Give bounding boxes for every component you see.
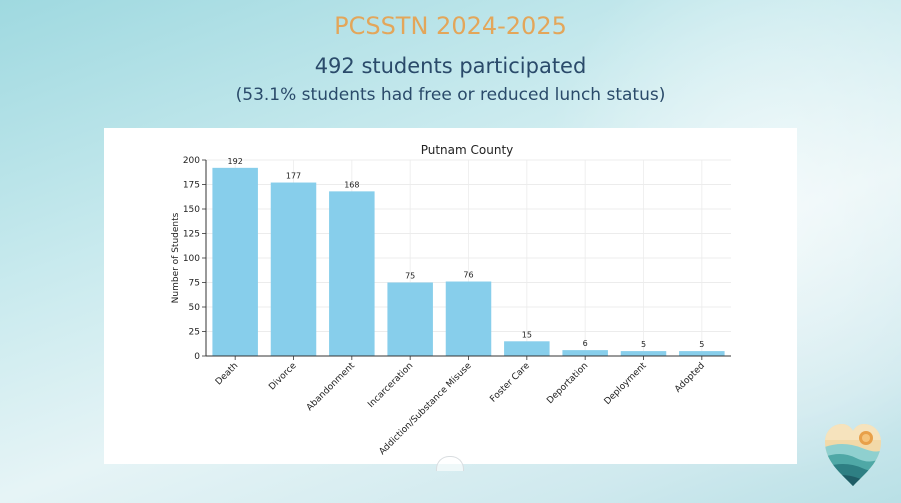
bar-value-label: 192 [228,157,243,166]
x-tick-label: Addiction/Substance Misuse [377,361,473,457]
y-tick-label: 25 [189,328,200,338]
y-tick-label: 75 [189,279,200,289]
bar [387,282,433,356]
bar-value-label: 6 [583,339,588,348]
y-tick-label: 50 [189,303,201,313]
x-tick-label: Deportation [545,361,590,406]
y-tick-label: 175 [183,181,200,191]
bar-value-label: 15 [522,330,532,339]
y-axis-label: Number of Students [171,212,181,303]
bar [620,351,667,356]
lunch-status-subline: (53.1% students had free or reduced lunc… [235,85,666,105]
bar [562,350,608,356]
y-tick-label: 100 [183,254,200,264]
bar [679,351,725,356]
bar [270,182,317,356]
bar-value-label: 168 [344,180,359,189]
bar [445,281,492,356]
x-tick-label: Foster Care [488,361,532,405]
bar [329,191,375,356]
bar [504,341,550,356]
y-tick-label: 0 [194,352,200,362]
chart-title: Putnam County [421,143,514,157]
bar-value-label: 75 [405,272,415,281]
heart-landscape-logo-icon [822,422,884,488]
x-tick-label: Abandonment [305,361,357,413]
bar-value-label: 177 [286,172,301,181]
bar [212,167,258,356]
x-tick-label: Adopted [673,361,707,395]
deck-title: PCSSTN 2024-2025 [334,12,567,40]
y-tick-label: 150 [183,205,200,215]
bar-value-label: 76 [463,271,473,280]
y-tick-label: 200 [183,156,200,166]
x-tick-label: Divorce [267,361,299,393]
bar-value-label: 5 [641,340,646,349]
bar-chart: 192 177 168 75 76 15 6 5 5 0 25 50 75 100 125 150 175 20… [171,143,731,457]
x-tick-label: Deployment [603,361,649,407]
x-tick-label: Incarceration [366,361,415,410]
x-tick-label: Death [214,361,240,387]
y-tick-label: 125 [183,230,200,240]
chart-card: 192 177 168 75 76 15 6 5 5 0 25 50 75 100 125 150 175 20… [104,128,797,464]
participants-headline: 492 students participated [314,54,587,78]
bar-value-label: 5 [699,340,704,349]
